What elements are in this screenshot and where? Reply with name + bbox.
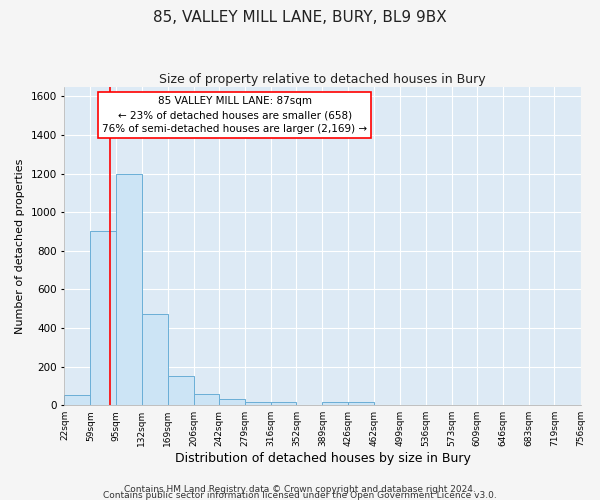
Bar	[91, 232, 116, 405]
Bar	[349, 402, 374, 405]
Bar	[64, 394, 91, 405]
Bar	[245, 402, 271, 405]
Text: 85, VALLEY MILL LANE, BURY, BL9 9BX: 85, VALLEY MILL LANE, BURY, BL9 9BX	[153, 10, 447, 25]
Text: Contains public sector information licensed under the Open Government Licence v3: Contains public sector information licen…	[103, 490, 497, 500]
Text: Contains HM Land Registry data © Crown copyright and database right 2024.: Contains HM Land Registry data © Crown c…	[124, 485, 476, 494]
Bar	[219, 400, 245, 405]
Title: Size of property relative to detached houses in Bury: Size of property relative to detached ho…	[159, 72, 486, 86]
Text: 85 VALLEY MILL LANE: 87sqm
← 23% of detached houses are smaller (658)
76% of sem: 85 VALLEY MILL LANE: 87sqm ← 23% of deta…	[102, 96, 367, 134]
Bar	[194, 394, 219, 405]
Y-axis label: Number of detached properties: Number of detached properties	[15, 158, 25, 334]
Bar	[116, 174, 142, 405]
X-axis label: Distribution of detached houses by size in Bury: Distribution of detached houses by size …	[175, 452, 470, 465]
Bar	[271, 402, 296, 405]
Bar	[322, 402, 349, 405]
Bar	[168, 376, 194, 405]
Bar	[142, 314, 168, 405]
